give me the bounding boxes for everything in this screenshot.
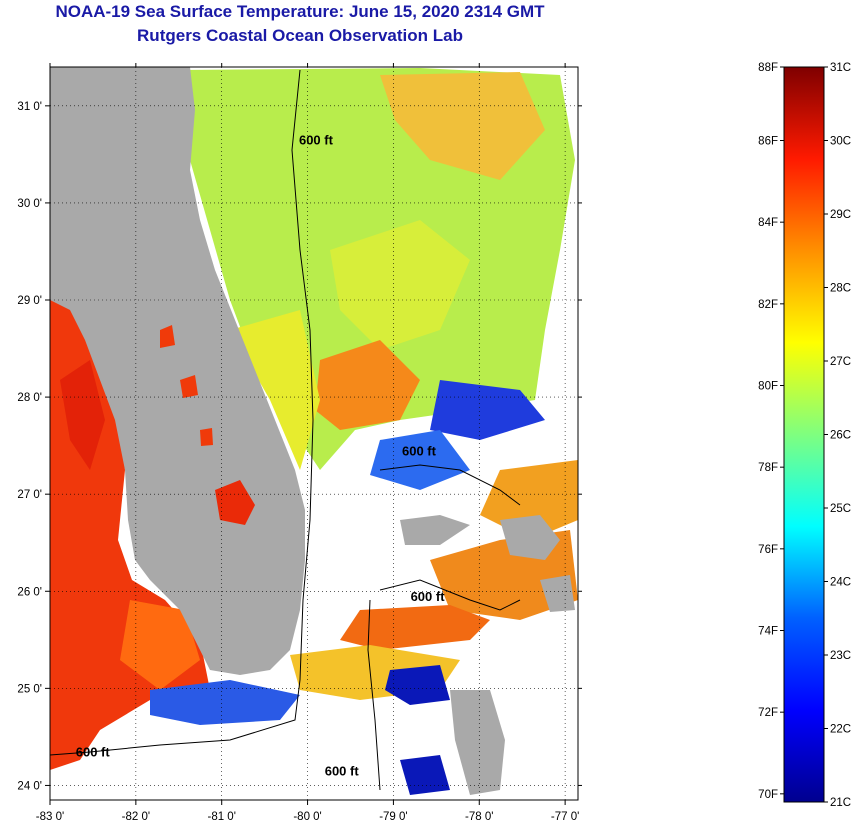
colorbar-f-label: 70F: [758, 789, 778, 801]
colorbar-c-label: 30C: [830, 136, 851, 148]
lat-tick-label: 31 0': [17, 101, 42, 113]
atlantic-cold-patch-2: [370, 430, 470, 490]
contour-labels: 600 ft 600 ft 600 ft 600 ft 600 ft: [76, 133, 445, 779]
contour-label: 600 ft: [402, 443, 437, 458]
inland-lake: [200, 428, 213, 446]
andros-land: [450, 690, 505, 795]
lon-tick-label: -79 0': [379, 811, 407, 823]
lat-tick-label: 30 0': [17, 198, 42, 210]
colorbar-f-label: 88F: [758, 62, 778, 74]
colorbar-c-label: 25C: [830, 503, 851, 515]
colorbar-f-label: 86F: [758, 136, 778, 148]
colorbar-c-label: 28C: [830, 283, 851, 295]
lon-tick-label: -83 0': [36, 811, 64, 823]
colorbar: [783, 66, 825, 803]
lat-tick-label: 27 0': [17, 489, 42, 501]
colorbar-f-label: 80F: [758, 381, 778, 393]
contour-label: 600 ft: [76, 744, 111, 759]
gulf-hot-patch: [60, 360, 105, 470]
grand-bahama-land: [400, 515, 470, 545]
lat-tick-label: 28 0': [17, 392, 42, 404]
lat-tick-label: 25 0': [17, 683, 42, 695]
contour-label: 600 ft: [325, 764, 360, 779]
eleuthera-land: [540, 575, 575, 612]
lon-tick-label: -80 0': [293, 811, 321, 823]
colorbar-c-label: 26C: [830, 430, 851, 442]
abaco-land: [500, 515, 560, 560]
colorbar-c-label: 24C: [830, 577, 851, 589]
keys-cold-band: [150, 680, 300, 725]
florida-bay-water: [120, 600, 200, 690]
atlantic-yellow-band: [330, 220, 470, 350]
colorbar-f-label: 82F: [758, 299, 778, 311]
contour-600ft-florida: [50, 69, 314, 756]
colorbar-c-label: 22C: [830, 724, 851, 736]
contour-600ft-bahamas: [379, 464, 521, 506]
colorbar-c-label: 27C: [830, 356, 851, 368]
atlantic-warm-patch-north: [380, 72, 545, 180]
lat-tick-label: 24 0': [17, 780, 42, 792]
colorbar-f-label: 76F: [758, 544, 778, 556]
colorbar-c-label: 21C: [830, 797, 851, 809]
colorbar-c-label: 29C: [830, 209, 851, 221]
straits-warm-water: [340, 605, 490, 650]
axis-ticks: -83 0' -82 0' -81 0' -80 0' -79 0' -78 0' -77 …: [17, 63, 582, 823]
colorbar-c-label: 31C: [830, 62, 851, 74]
cuba-north-cold: [385, 665, 450, 705]
colorbar-f-label: 84F: [758, 217, 778, 229]
map-subtitle: Rutgers Coastal Ocean Observation Lab: [137, 26, 463, 45]
lon-tick-label: -82 0': [122, 811, 150, 823]
colorbar-f-label: 72F: [758, 707, 778, 719]
map-frame: [49, 66, 579, 801]
lon-tick-label: -81 0': [207, 811, 235, 823]
graticule: [50, 67, 578, 800]
lat-tick-label: 29 0': [17, 295, 42, 307]
lon-tick-label: -78 0': [465, 811, 493, 823]
lat-tick-label: 26 0': [17, 586, 42, 598]
colorbar-f-label: 78F: [758, 462, 778, 474]
colorbar-ticks: 31C 30C 29C 28C 27C 26C 25C 24C 23C 22C 21C 88F 86F 8…: [758, 62, 851, 809]
lon-tick-label: -77 0': [551, 811, 579, 823]
contour-label: 600 ft: [299, 133, 334, 148]
atlantic-orange-patch: [315, 340, 420, 430]
lake-okeechobee: [215, 480, 255, 525]
inland-lake: [160, 325, 175, 348]
colorbar-f-label: 74F: [758, 626, 778, 638]
atlantic-nearshore-yellow: [230, 310, 320, 470]
contour-label: 600 ft: [411, 589, 446, 604]
cuba-cold-patch: [400, 755, 450, 795]
contour-600ft-straits: [379, 579, 521, 611]
inland-lake: [180, 375, 198, 398]
atlantic-cold-patch: [430, 380, 545, 440]
colorbar-c-label: 23C: [830, 650, 851, 662]
map-title: NOAA-19 Sea Surface Temperature: June 15…: [55, 2, 545, 21]
contour-600ft-cuba: [367, 599, 381, 791]
